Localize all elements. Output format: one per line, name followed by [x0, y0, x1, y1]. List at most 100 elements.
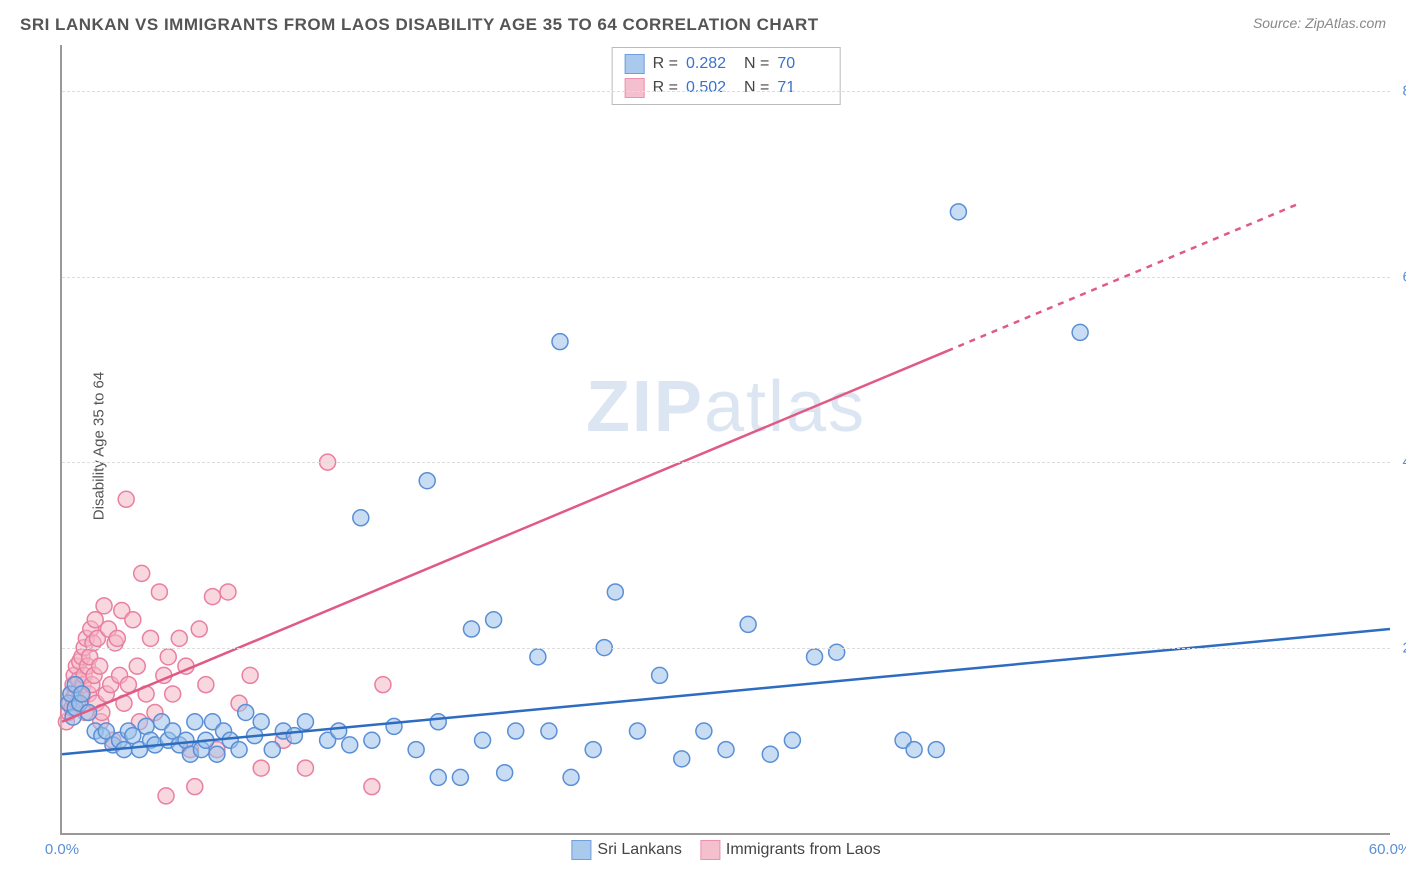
scatter-point [205, 589, 221, 605]
swatch-series-0 [625, 54, 645, 74]
scatter-point [497, 765, 513, 781]
scatter-point [353, 510, 369, 526]
legend-label-1: Immigrants from Laos [726, 841, 881, 859]
plot-area: ZIPatlas R = 0.282 N = 70 R = 0.502 N = … [60, 45, 1390, 835]
scatter-point [740, 616, 756, 632]
scatter-point [607, 584, 623, 600]
n-value-0: 70 [777, 55, 827, 73]
source-name: ZipAtlas.com [1305, 15, 1386, 31]
scatter-point [253, 760, 269, 776]
scatter-point [264, 742, 280, 758]
scatter-point [475, 732, 491, 748]
scatter-point [231, 742, 247, 758]
stats-box: R = 0.282 N = 70 R = 0.502 N = 71 [612, 47, 841, 105]
scatter-point [187, 714, 203, 730]
scatter-point [198, 677, 214, 693]
scatter-point [74, 686, 90, 702]
scatter-point [165, 686, 181, 702]
scatter-point [143, 630, 159, 646]
n-label-1: N = [744, 79, 769, 97]
r-label-0: R = [653, 55, 678, 73]
trend-line [62, 351, 947, 722]
scatter-point [696, 723, 712, 739]
bottom-legend: Sri Lankans Immigrants from Laos [571, 840, 880, 860]
scatter-point [187, 779, 203, 795]
scatter-point [209, 746, 225, 762]
scatter-point [125, 612, 141, 628]
source-label: Source: [1253, 15, 1305, 31]
scatter-point [807, 649, 823, 665]
scatter-point [452, 769, 468, 785]
gridline [62, 91, 1390, 92]
chart-source: Source: ZipAtlas.com [1253, 15, 1386, 31]
scatter-point [784, 732, 800, 748]
swatch-series-1 [625, 78, 645, 98]
scatter-point [242, 667, 258, 683]
scatter-point [629, 723, 645, 739]
gridline [62, 648, 1390, 649]
scatter-point [652, 667, 668, 683]
scatter-point [160, 649, 176, 665]
x-tick-label: 60.0% [1369, 841, 1406, 858]
scatter-point [129, 658, 145, 674]
r-value-1: 0.502 [686, 79, 736, 97]
scatter-point [430, 769, 446, 785]
scatter-point [342, 737, 358, 753]
x-tick-label: 0.0% [45, 841, 79, 858]
scatter-point [191, 621, 207, 637]
r-label-1: R = [653, 79, 678, 97]
scatter-point [109, 630, 125, 646]
scatter-point [486, 612, 502, 628]
scatter-point [762, 746, 778, 762]
scatter-point [541, 723, 557, 739]
scatter-point [297, 714, 313, 730]
n-label-0: N = [744, 55, 769, 73]
scatter-point [563, 769, 579, 785]
scatter-point [950, 204, 966, 220]
scatter-point [408, 742, 424, 758]
scatter-point [364, 779, 380, 795]
chart-container: SRI LANKAN VS IMMIGRANTS FROM LAOS DISAB… [0, 0, 1406, 892]
scatter-point [96, 598, 112, 614]
scatter-point [134, 565, 150, 581]
legend-item-1: Immigrants from Laos [700, 840, 881, 860]
legend-swatch-1 [700, 840, 720, 860]
y-tick-label: 80.0% [1402, 83, 1406, 100]
scatter-point [1072, 324, 1088, 340]
scatter-point [386, 718, 402, 734]
scatter-point [151, 584, 167, 600]
y-tick-label: 60.0% [1402, 268, 1406, 285]
plot-svg [62, 45, 1390, 833]
stats-row-series-1: R = 0.502 N = 71 [625, 76, 828, 100]
r-value-0: 0.282 [686, 55, 736, 73]
gridline [62, 462, 1390, 463]
scatter-point [419, 473, 435, 489]
y-tick-label: 20.0% [1402, 639, 1406, 656]
stats-row-series-0: R = 0.282 N = 70 [625, 52, 828, 76]
scatter-point [220, 584, 236, 600]
scatter-point [253, 714, 269, 730]
scatter-point [552, 334, 568, 350]
n-value-1: 71 [777, 79, 827, 97]
legend-item-0: Sri Lankans [571, 840, 682, 860]
scatter-point [530, 649, 546, 665]
scatter-point [928, 742, 944, 758]
scatter-point [364, 732, 380, 748]
gridline [62, 277, 1390, 278]
scatter-point [286, 728, 302, 744]
legend-label-0: Sri Lankans [597, 841, 682, 859]
scatter-point [718, 742, 734, 758]
scatter-point [463, 621, 479, 637]
chart-title: SRI LANKAN VS IMMIGRANTS FROM LAOS DISAB… [20, 15, 819, 35]
scatter-point [430, 714, 446, 730]
scatter-point [92, 658, 108, 674]
scatter-point [331, 723, 347, 739]
scatter-point [158, 788, 174, 804]
scatter-point [171, 630, 187, 646]
legend-swatch-0 [571, 840, 591, 860]
scatter-point [375, 677, 391, 693]
y-tick-label: 40.0% [1402, 454, 1406, 471]
scatter-point [118, 491, 134, 507]
scatter-point [297, 760, 313, 776]
scatter-point [238, 704, 254, 720]
